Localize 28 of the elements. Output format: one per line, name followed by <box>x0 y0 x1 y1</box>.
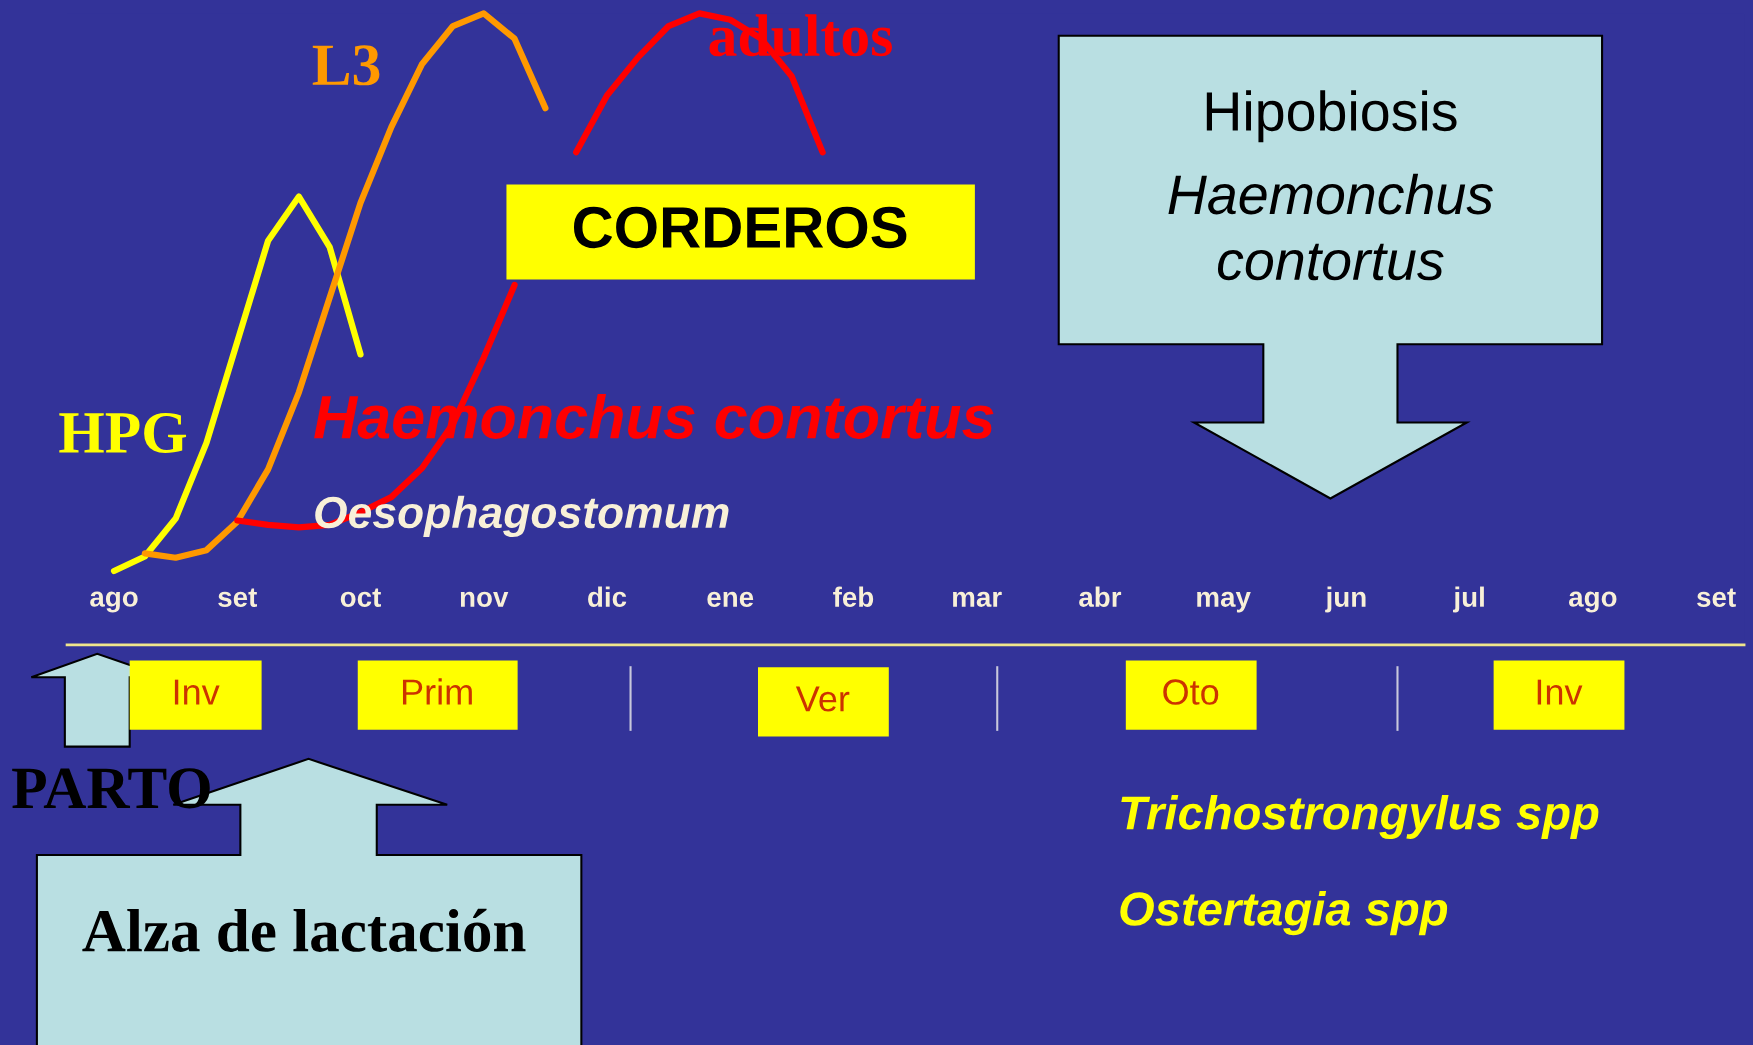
series-label: L3 <box>312 45 380 86</box>
text: PARTO <box>12 768 210 809</box>
text: Ver <box>795 686 850 712</box>
text: Alza de lactación <box>82 908 526 952</box>
x-tick-label: may <box>1197 591 1251 613</box>
x-tick-label: jun <box>1325 586 1366 613</box>
text: Oto <box>1163 679 1219 705</box>
x-tick-label: nov <box>460 591 509 607</box>
x-tick-label: abr <box>1079 586 1122 607</box>
text: Prim <box>402 678 472 705</box>
text: Inv <box>1537 679 1583 705</box>
x-tick-label: feb <box>833 586 874 607</box>
x-tick-label: ago <box>90 591 138 613</box>
annotation: CORDEROS <box>573 206 907 249</box>
x-tick-label: ene <box>707 591 754 607</box>
text: Inv <box>174 679 220 705</box>
annotation: Haemonchus contortus <box>1168 173 1493 281</box>
text: Trichostrongylus spp <box>1121 794 1599 840</box>
x-tick-label: ago <box>1569 591 1617 613</box>
series-label: HPG <box>59 412 187 454</box>
x-tick-label: mar <box>953 591 1002 607</box>
x-tick-label: oct <box>340 588 381 607</box>
x-tick-label: set <box>218 588 258 607</box>
text: Ostertagia spp <box>1120 891 1448 936</box>
x-tick-label: jul <box>1453 586 1484 613</box>
x-tick-label: dic <box>588 586 627 607</box>
x-tick-label: set <box>1697 588 1736 607</box>
annotation: Hipobiosis <box>1206 90 1457 143</box>
